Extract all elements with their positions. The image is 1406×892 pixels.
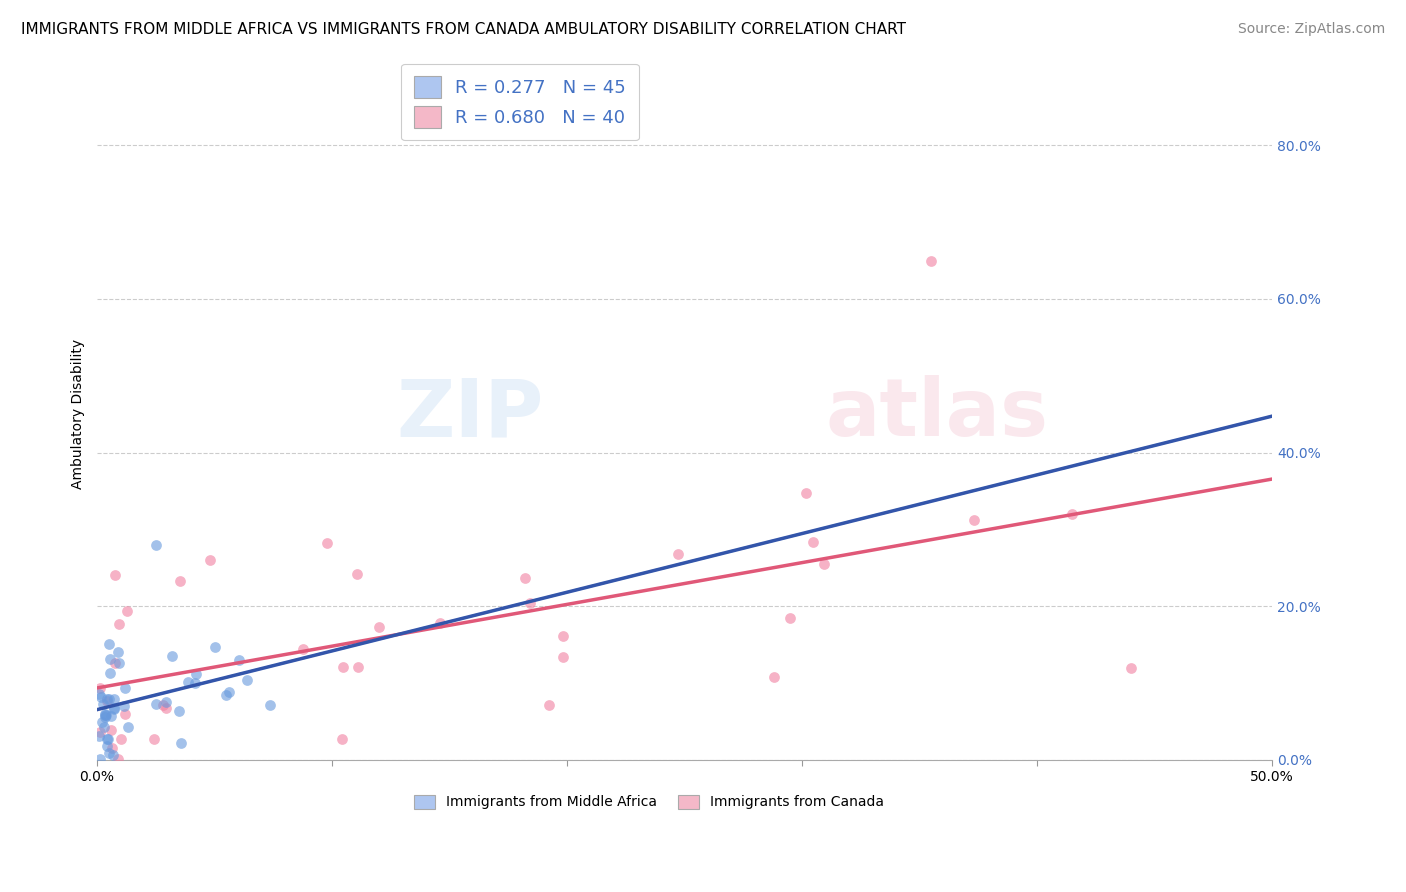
Point bbox=[367, 620, 389, 634]
Point bbox=[96, 731, 118, 746]
Point bbox=[114, 706, 136, 721]
Point bbox=[762, 670, 785, 684]
Point bbox=[145, 538, 167, 552]
Point bbox=[537, 698, 560, 713]
Point bbox=[920, 253, 942, 268]
Point bbox=[96, 707, 118, 722]
Point bbox=[91, 697, 114, 711]
Point bbox=[291, 642, 314, 657]
Point bbox=[98, 666, 121, 681]
Point bbox=[204, 640, 226, 655]
Point bbox=[104, 656, 127, 670]
Point bbox=[803, 534, 825, 549]
Point bbox=[108, 617, 131, 632]
Point bbox=[101, 747, 124, 762]
Point bbox=[429, 615, 451, 630]
Point bbox=[114, 681, 136, 695]
Point bbox=[553, 649, 575, 664]
Point bbox=[94, 707, 117, 722]
Point bbox=[169, 704, 191, 718]
Point bbox=[97, 731, 120, 746]
Point bbox=[177, 674, 200, 689]
Point bbox=[103, 700, 125, 714]
Point bbox=[97, 638, 120, 652]
Point bbox=[160, 649, 183, 664]
Legend: Immigrants from Middle Africa, Immigrants from Canada: Immigrants from Middle Africa, Immigrant… bbox=[409, 789, 890, 815]
Point bbox=[145, 697, 167, 711]
Point bbox=[103, 702, 125, 716]
Y-axis label: Ambulatory Disability: Ambulatory Disability bbox=[72, 339, 86, 489]
Text: IMMIGRANTS FROM MIDDLE AFRICA VS IMMIGRANTS FROM CANADA AMBULATORY DISABILITY CO: IMMIGRANTS FROM MIDDLE AFRICA VS IMMIGRA… bbox=[21, 22, 905, 37]
Point bbox=[112, 699, 135, 714]
Point bbox=[104, 567, 127, 582]
Point bbox=[143, 732, 166, 747]
Point bbox=[107, 645, 129, 659]
Text: ZIP: ZIP bbox=[396, 376, 544, 453]
Point bbox=[330, 731, 353, 746]
Point bbox=[515, 571, 537, 585]
Point bbox=[89, 752, 111, 766]
Point bbox=[96, 694, 118, 708]
Point bbox=[666, 547, 689, 561]
Point bbox=[107, 657, 129, 671]
Point bbox=[98, 746, 121, 760]
Point bbox=[236, 673, 259, 688]
Point bbox=[90, 714, 112, 729]
Point bbox=[519, 596, 541, 610]
Point bbox=[93, 720, 115, 734]
Point bbox=[94, 707, 117, 722]
Point bbox=[218, 684, 240, 698]
Point bbox=[100, 723, 122, 737]
Point bbox=[155, 701, 177, 715]
Point bbox=[117, 720, 139, 734]
Point bbox=[228, 653, 250, 667]
Point bbox=[94, 710, 117, 724]
Point bbox=[215, 688, 238, 702]
Point bbox=[115, 604, 138, 618]
Point bbox=[96, 739, 118, 753]
Point bbox=[184, 666, 207, 681]
Text: atlas: atlas bbox=[825, 376, 1049, 453]
Point bbox=[96, 692, 118, 706]
Point bbox=[87, 730, 110, 744]
Point bbox=[347, 660, 370, 674]
Point bbox=[259, 698, 281, 712]
Point bbox=[198, 553, 221, 567]
Point bbox=[332, 659, 354, 673]
Point bbox=[89, 725, 111, 739]
Point bbox=[155, 695, 177, 709]
Point bbox=[779, 611, 801, 625]
Point bbox=[110, 731, 132, 746]
Point bbox=[100, 708, 122, 723]
Point bbox=[169, 574, 191, 589]
Point bbox=[1062, 507, 1084, 521]
Point bbox=[963, 513, 986, 527]
Text: Source: ZipAtlas.com: Source: ZipAtlas.com bbox=[1237, 22, 1385, 37]
Point bbox=[103, 691, 125, 706]
Point bbox=[170, 736, 193, 750]
Point bbox=[152, 698, 174, 713]
Point bbox=[184, 675, 207, 690]
Point bbox=[97, 691, 120, 706]
Point bbox=[794, 485, 817, 500]
Point bbox=[107, 752, 129, 766]
Point bbox=[813, 557, 835, 571]
Point bbox=[98, 652, 121, 666]
Point bbox=[89, 681, 111, 696]
Point bbox=[90, 690, 112, 704]
Point bbox=[315, 535, 337, 549]
Point bbox=[87, 687, 110, 701]
Point bbox=[551, 629, 574, 643]
Point bbox=[1119, 660, 1142, 674]
Point bbox=[346, 566, 368, 581]
Point bbox=[100, 741, 122, 756]
